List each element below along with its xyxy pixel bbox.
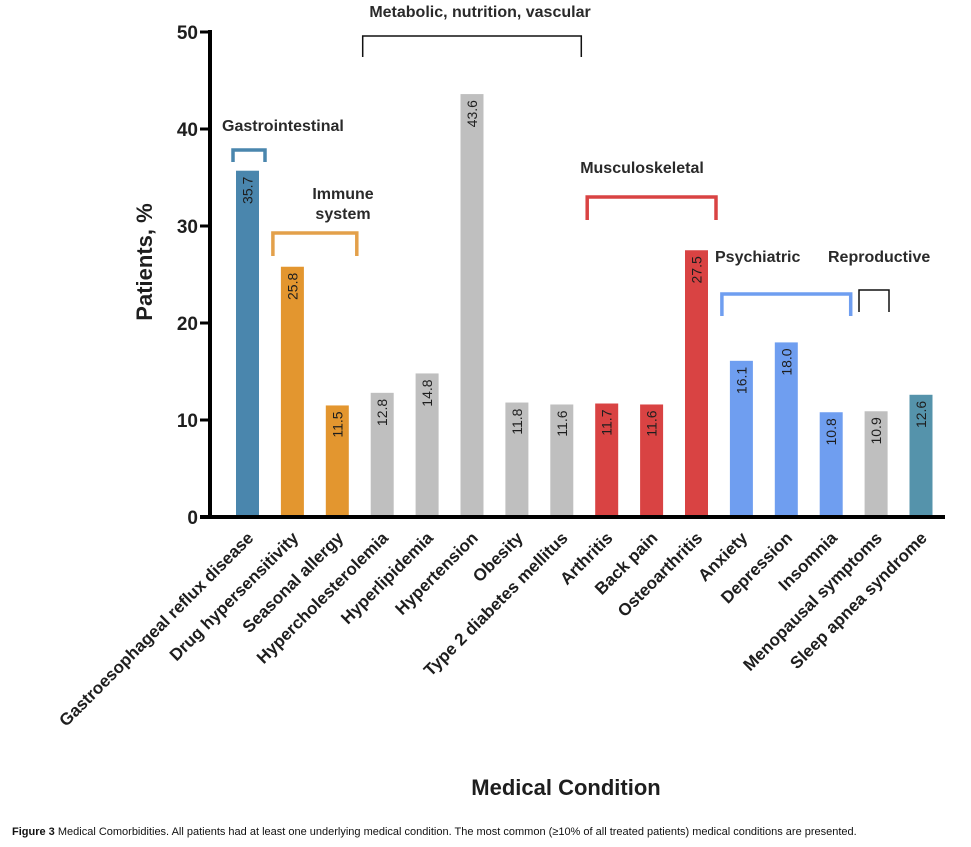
bar (236, 170, 259, 517)
y-tick-label: 10 (177, 411, 198, 432)
group-label: system (315, 206, 370, 223)
bar-value-label: 14.8 (419, 379, 435, 406)
bar-value-label: 11.8 (509, 408, 525, 434)
bar-value-label: 11.6 (554, 410, 570, 436)
y-tick-label: 20 (177, 314, 198, 335)
bar (370, 392, 394, 517)
bar-value-label: 11.5 (329, 411, 345, 437)
bar (864, 411, 888, 517)
bar (685, 250, 708, 517)
bar (325, 405, 349, 517)
bar (415, 373, 439, 517)
x-axis-title: Medical Condition (471, 775, 660, 800)
bar-value-label: 11.7 (599, 409, 615, 435)
bar-value-label: 27.5 (689, 256, 705, 283)
bar (729, 360, 753, 517)
bar (640, 404, 664, 517)
bar (280, 266, 304, 517)
bar-value-label: 10.8 (823, 418, 839, 445)
x-tick-label: Gastroesophageal reflux disease (55, 528, 257, 730)
group-bracket (585, 195, 718, 220)
bar (909, 394, 933, 517)
group-label: Gastrointestinal (222, 118, 344, 135)
bar (774, 342, 798, 517)
figure-label: Figure 3 (12, 826, 55, 838)
bar-value-label: 43.6 (464, 100, 480, 127)
bar-value-label: 12.8 (374, 399, 390, 426)
y-axis-title: Patients, % (132, 203, 157, 320)
group-bracket (361, 35, 583, 57)
group-label: Immune (312, 186, 373, 203)
group-bracket (720, 292, 853, 316)
bar-value-label: 10.9 (868, 417, 884, 444)
bar-value-label: 11.6 (644, 410, 660, 436)
bar-value-label: 16.1 (733, 367, 749, 394)
y-tick-label: 40 (177, 120, 198, 141)
figure-caption: Figure 3 Medical Comorbidities. All pati… (12, 826, 857, 838)
bar-value-label: 25.8 (284, 273, 300, 300)
caption-text: Medical Comorbidities. All patients had … (54, 826, 857, 838)
group-brackets-layer: Gastrointestinal Immune system Metabolic, n… (222, 4, 930, 316)
y-tick-label: 50 (177, 23, 198, 44)
bar-value-label: 12.6 (913, 401, 929, 428)
bar (595, 403, 619, 517)
group-label: Musculoskeletal (580, 160, 704, 177)
bar-value-label: 18.0 (778, 348, 794, 375)
bars-layer: 35.7 25.8 11.5 12.8 14.8 43.6 11.8 11.6 11.7 11.6… (236, 94, 933, 517)
group-label: Psychiatric (715, 249, 800, 266)
group-bracket (231, 148, 267, 162)
bar (550, 404, 574, 517)
bar-value-label: 35.7 (240, 176, 256, 203)
y-tick-label: 0 (187, 508, 198, 529)
group-label: Metabolic, nutrition, vascular (369, 4, 590, 21)
bar (460, 94, 484, 517)
group-bracket (858, 289, 890, 312)
group-bracket (271, 231, 359, 256)
group-label: Reproductive (828, 249, 930, 266)
bar (819, 412, 843, 517)
bar (505, 402, 529, 517)
y-tick-label: 30 (177, 217, 198, 238)
